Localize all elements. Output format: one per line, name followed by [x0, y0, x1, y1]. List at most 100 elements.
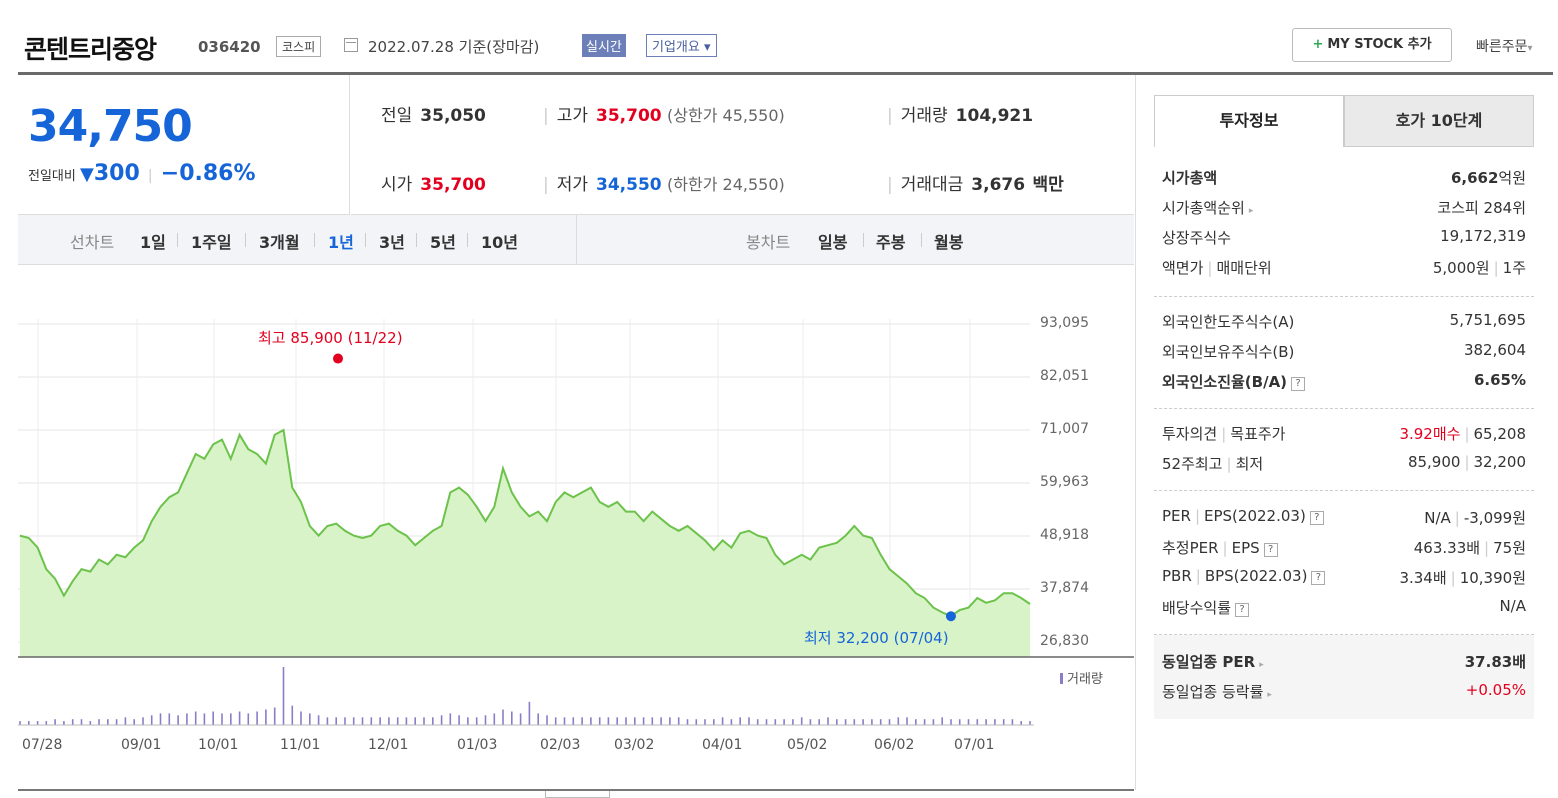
price-line [19, 428, 1031, 618]
volume-bar [432, 717, 434, 725]
eps-value: -3,099원 [1463, 509, 1526, 527]
volume-bar [502, 709, 504, 725]
period-1d[interactable]: 1일 [140, 233, 166, 252]
industry-rate-value: +0.05% [1465, 681, 1526, 699]
volume-bar [774, 719, 777, 725]
price-info-panel: 전일 35,050 | 고가 35,700 (상한가 45,550) | 거래량 104,… [351, 75, 1134, 215]
candle-weekly[interactable]: 주봉 [876, 233, 906, 252]
volume-bar [660, 717, 662, 725]
lower-limit: (하한가 24,550) [667, 175, 785, 194]
period-10y[interactable]: 10년 [481, 233, 518, 252]
pbr-value: 3.34배 [1399, 569, 1447, 587]
price-change-line: 전일대비 ▼300 | −0.86% [28, 161, 256, 186]
period-3m[interactable]: 3개월 [259, 233, 300, 252]
high-price: | 고가 35,700 (상한가 45,550) [543, 106, 785, 126]
cap-rank-value: 코스피 284위 [1437, 199, 1526, 217]
par-value: 5,000원 [1432, 259, 1490, 277]
bottom-divider [18, 789, 1134, 791]
volume-bar [976, 719, 979, 725]
help-icon[interactable]: ? [1235, 603, 1250, 617]
period-5y[interactable]: 5년 [430, 233, 456, 252]
volume-bar [124, 717, 127, 725]
candle-daily[interactable]: 일봉 [818, 233, 848, 252]
bps-value: 10,390원 [1459, 569, 1526, 587]
period-1y[interactable]: 1년 [328, 233, 354, 252]
tab-order-book[interactable]: 호가 10단계 [1344, 95, 1534, 147]
divider: | [1464, 425, 1470, 443]
expand-handle[interactable] [545, 791, 610, 798]
volume-bar [449, 713, 452, 725]
x-tick-label: 01/03 [457, 737, 498, 753]
volume-bar [941, 717, 943, 725]
foreign-ratio-label: 외국인소진율(B/A) [1162, 373, 1288, 391]
low-price: | 저가 34,550 (하한가 24,550) [543, 175, 785, 195]
volume-bar [862, 719, 864, 725]
low-value: 34,550 [596, 175, 662, 195]
quick-order-button[interactable]: 빠른주문▾ [1476, 36, 1533, 56]
volume-bar [923, 719, 926, 725]
help-icon[interactable]: ? [1263, 543, 1278, 557]
market-cap-unit: 억원 [1498, 169, 1526, 187]
volume-bar [792, 719, 794, 725]
market-cap-section: 시가총액 6,662억원 시가총액순위 ▸ 코스피 284위 상장주식수 19,172,… [1154, 147, 1534, 297]
add-mystock-button[interactable]: + MY STOCK 추가 [1292, 28, 1452, 62]
volume-legend-label: 거래량 [1067, 672, 1103, 687]
company-overview-button[interactable]: 기업개요 ▾ [646, 34, 717, 57]
side-tabs: 투자정보 호가 10단계 [1154, 95, 1534, 147]
volume-bar [836, 719, 838, 725]
volume-bar [405, 717, 408, 725]
x-tick-label: 07/28 [22, 737, 63, 753]
volume-bar [713, 719, 715, 725]
volume-bar [309, 713, 311, 725]
volume: | 거래량 104,921 [887, 106, 1034, 126]
amount-unit: 백만 [1032, 175, 1064, 195]
divider: | [1450, 569, 1456, 587]
volume-bar [317, 715, 320, 725]
price-area [20, 430, 1030, 657]
tab-investment-info[interactable]: 투자정보 [1154, 95, 1344, 147]
volume-bar [335, 717, 337, 725]
target-label: 목표주가 [1230, 425, 1286, 443]
help-icon[interactable]: ? [1311, 571, 1326, 585]
volume-bar [142, 717, 144, 725]
volume-label: 거래량 [900, 106, 948, 126]
foreign-section: 외국인한도주식수(A) 5,751,695 외국인보유주식수(B) 382,604 … [1154, 297, 1534, 409]
divider: | [1493, 259, 1499, 277]
stock-header: 콘텐트리중앙 036420 코스피 2022.07.28 기준(장마감) 실시간… [20, 22, 1540, 72]
period-3y[interactable]: 3년 [379, 233, 405, 252]
base-date: 2022.07.28 기준(장마감) [368, 38, 540, 56]
market-cap-value: 6,662 [1450, 169, 1499, 187]
x-tick-label: 10/01 [198, 737, 239, 753]
high-annotation: 최고 85,900 (11/22) [258, 329, 403, 347]
volume-bar [352, 717, 355, 725]
volume-bar [265, 709, 267, 725]
realtime-button[interactable]: 실시간 [582, 34, 626, 57]
price-chart[interactable]: 최고 85,900 (11/22) 최저 32,200 (07/04) 93,0… [18, 265, 1134, 785]
open-price: 시가 35,700 [381, 170, 486, 195]
divider: | [147, 168, 153, 184]
market-badge: 코스피 [276, 36, 322, 57]
help-icon[interactable]: ? [1309, 511, 1324, 525]
volume-bar [765, 719, 768, 725]
y-tick-label: 71,007 [1040, 420, 1089, 437]
industry-per-label[interactable]: 동일업종 PER [1162, 653, 1256, 671]
est-per-value: 463.33배 [1413, 539, 1481, 557]
industry-rate-label[interactable]: 동일업종 등락률 [1162, 683, 1264, 701]
foreign-limit-label: 외국인한도주식수(A) [1162, 313, 1295, 331]
candle-monthly[interactable]: 월봉 [934, 233, 964, 252]
volume-bar [704, 719, 706, 725]
volume-bar [730, 719, 733, 725]
volume-bar [54, 719, 56, 725]
volume-bar [897, 717, 900, 725]
period-1w[interactable]: 1주일 [191, 233, 232, 252]
current-price: 34,750 [28, 101, 193, 152]
price-chart-svg [18, 319, 1134, 726]
divider: | [1194, 507, 1201, 525]
cap-rank-label[interactable]: 시가총액순위 [1162, 199, 1245, 217]
y-tick-label: 48,918 [1040, 527, 1089, 543]
high-label: 고가 [556, 106, 589, 126]
x-tick-label: 03/02 [614, 737, 655, 753]
foreign-hold-value: 382,604 [1463, 341, 1526, 359]
help-icon[interactable]: ? [1291, 377, 1306, 391]
y-tick-label: 82,051 [1040, 367, 1089, 384]
